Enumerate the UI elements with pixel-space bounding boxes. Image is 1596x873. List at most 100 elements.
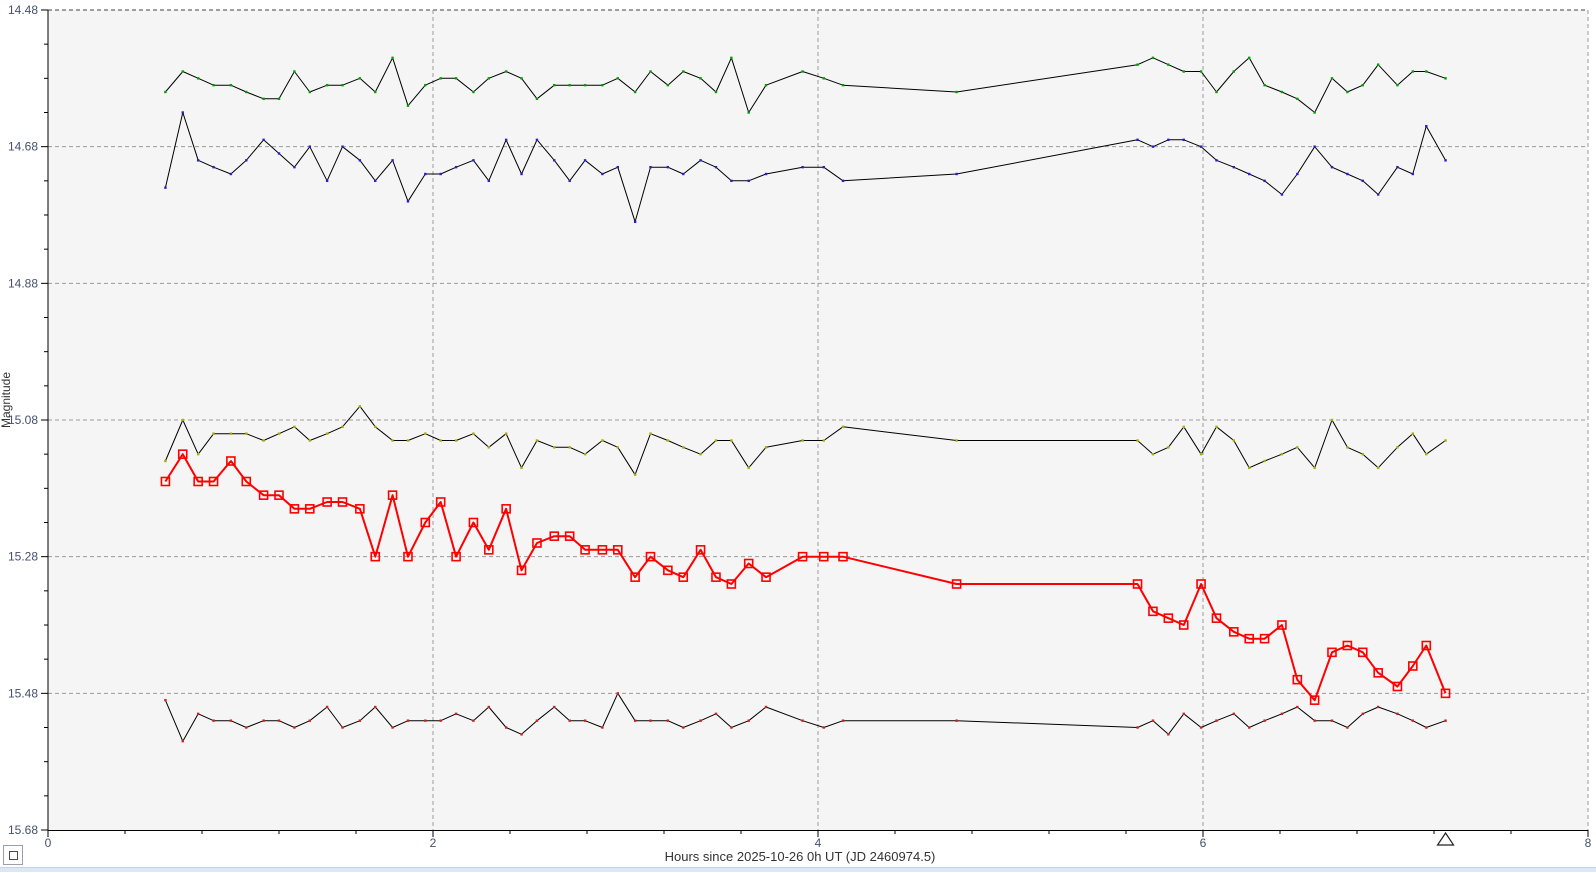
data-point-marker — [277, 152, 281, 155]
data-point-marker — [597, 545, 608, 555]
data-point-marker — [341, 726, 344, 729]
data-point-marker — [304, 504, 315, 514]
data-point-marker — [277, 97, 281, 101]
series-comparison-2 — [164, 111, 1447, 224]
data-point-marker — [406, 200, 410, 203]
data-point-marker — [1136, 726, 1139, 729]
data-point-marker — [391, 726, 394, 729]
data-point-marker — [358, 159, 362, 162]
data-point-marker — [341, 425, 344, 429]
data-point-marker — [1182, 70, 1185, 73]
data-point-marker — [439, 172, 442, 176]
data-point-marker — [196, 452, 200, 456]
data-point-marker — [747, 179, 750, 183]
data-point-marker — [535, 719, 539, 722]
data-point-marker — [406, 439, 410, 442]
x-tick-label: 6 — [1200, 836, 1207, 850]
y-tick-label: 14.48 — [8, 3, 38, 17]
data-point-marker — [1342, 640, 1353, 651]
data-point-marker — [358, 77, 362, 80]
data-point-marker — [801, 719, 804, 722]
data-point-marker — [435, 497, 446, 507]
data-point-marker — [424, 172, 427, 176]
data-point-marker — [1215, 425, 1218, 429]
data-point-marker — [308, 719, 311, 722]
data-point-marker — [1229, 627, 1239, 637]
data-point-marker — [472, 159, 475, 162]
data-point-marker — [274, 490, 284, 500]
data-point-marker — [764, 705, 768, 709]
data-point-marker — [374, 90, 377, 94]
data-point-marker — [293, 726, 296, 729]
data-point-marker — [1396, 712, 1399, 716]
data-point-marker — [1346, 726, 1349, 729]
data-point-marker — [535, 138, 539, 142]
data-point-marker — [1199, 145, 1203, 148]
data-point-marker — [822, 165, 825, 169]
data-point-marker — [1440, 688, 1451, 699]
data-point-marker — [262, 138, 265, 142]
data-point-marker — [1425, 726, 1428, 729]
data-point-marker — [1263, 719, 1266, 722]
data-point-marker — [439, 719, 442, 722]
data-point-marker — [1296, 97, 1299, 101]
data-point-marker — [1248, 726, 1251, 729]
data-point-marker — [181, 111, 184, 114]
data-point-marker — [374, 425, 377, 429]
current-time-marker — [1436, 831, 1455, 846]
data-point-marker — [293, 425, 296, 429]
data-point-marker — [212, 83, 215, 87]
y-tick-label: 15.68 — [8, 823, 38, 837]
data-point-marker — [1376, 705, 1380, 709]
data-point-marker — [1277, 620, 1287, 630]
data-point-marker — [1376, 63, 1380, 66]
data-point-marker — [1327, 647, 1337, 658]
data-point-marker — [308, 145, 311, 148]
data-point-marker — [520, 466, 523, 470]
data-point-marker — [454, 165, 458, 169]
data-point-marker — [391, 439, 394, 442]
data-point-marker — [196, 712, 200, 716]
data-point-marker — [1215, 159, 1218, 162]
data-point-marker — [699, 77, 702, 80]
data-point-marker — [682, 70, 685, 73]
data-point-marker — [841, 83, 845, 87]
data-point-marker — [245, 159, 248, 162]
data-point-marker — [1444, 159, 1447, 162]
data-point-marker — [801, 70, 804, 73]
data-point-marker — [838, 551, 848, 562]
data-point-marker — [649, 70, 652, 73]
data-point-marker — [1280, 712, 1284, 716]
data-point-marker — [262, 719, 265, 722]
data-point-marker — [293, 70, 296, 73]
data-point-marker — [714, 90, 718, 94]
data-point-marker — [424, 432, 427, 435]
data-point-marker — [1196, 579, 1206, 589]
data-point-marker — [226, 456, 236, 466]
data-point-marker — [424, 83, 427, 87]
plot-corner-button[interactable] — [3, 845, 23, 865]
data-point-marker — [472, 432, 475, 435]
data-point-marker — [487, 446, 491, 449]
data-point-marker — [164, 698, 167, 702]
data-point-marker — [262, 439, 265, 442]
data-point-marker — [841, 719, 845, 722]
data-point-marker — [553, 83, 556, 87]
data-point-marker — [277, 432, 281, 435]
data-point-marker — [1376, 193, 1380, 196]
data-point-marker — [1259, 633, 1270, 644]
data-point-marker — [1411, 432, 1415, 435]
data-point-marker — [1199, 452, 1203, 456]
data-point-marker — [245, 90, 248, 94]
data-point-marker — [164, 90, 167, 94]
data-point-marker — [424, 719, 427, 722]
data-point-marker — [1280, 193, 1284, 196]
data-series — [160, 56, 1451, 743]
y-tick-label: 15.28 — [8, 550, 38, 564]
data-point-marker — [406, 719, 410, 722]
data-point-marker — [747, 719, 750, 722]
current-time-triangle-icon — [1436, 831, 1455, 846]
data-point-marker — [714, 165, 718, 169]
data-point-marker — [1411, 719, 1415, 722]
